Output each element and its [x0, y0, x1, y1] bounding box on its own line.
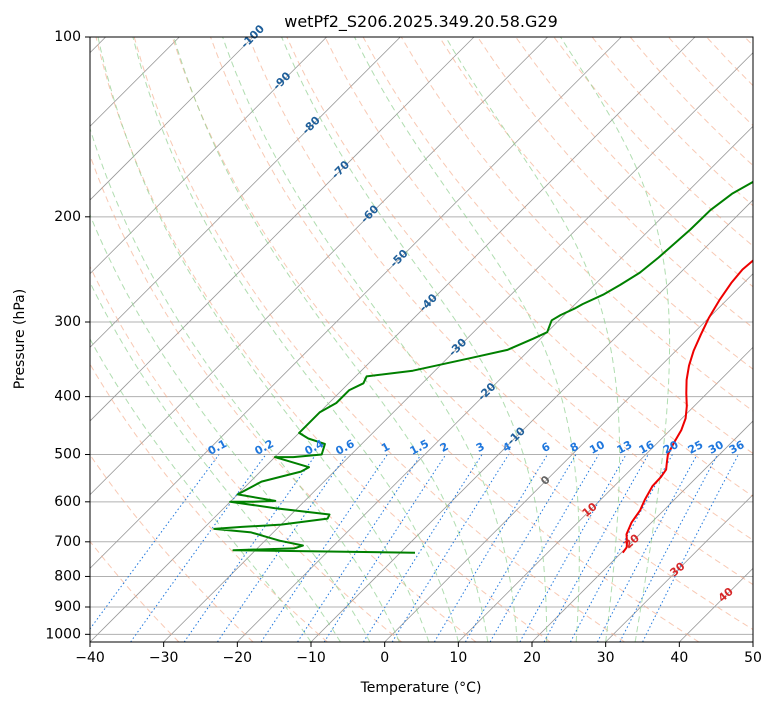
x-tick-label: 20 [523, 650, 541, 666]
moist-adiabat-line [560, 37, 671, 642]
y-tick-label: 100 [54, 29, 81, 45]
dry-adiabat-line [171, 37, 700, 642]
moist-adiabat-line [281, 37, 548, 642]
dewpoint-profile-line [213, 180, 753, 554]
dry-adiabat-line [324, 37, 753, 498]
x-tick-label: −20 [223, 650, 253, 666]
chart-title: wetPf2_S206.2025.349.20.58.G29 [284, 12, 558, 32]
temperature-profile-line [621, 259, 753, 554]
y-tick-label: 500 [54, 447, 81, 463]
isotherm-line [310, 199, 753, 642]
isotherm-line [90, 37, 696, 642]
mixing-ratio-label: 30 [706, 438, 726, 457]
moist-adiabat-line [222, 37, 518, 642]
plot-frame [89, 36, 754, 643]
moist-adiabat-line [354, 37, 580, 642]
y-tick-label: 400 [54, 389, 81, 405]
y-tick-label: 200 [54, 209, 81, 225]
dry-adiabat-line [210, 37, 753, 631]
isotherm-line [90, 37, 475, 422]
isotherm-line [531, 420, 753, 642]
mixing-ratio-line [323, 454, 447, 642]
mixing-ratio-line [433, 454, 548, 642]
mixing-ratio-line [183, 454, 317, 642]
dry-adiabat-line [90, 265, 403, 642]
x-axis-label: Temperature (°C) [360, 680, 482, 696]
y-tick-label: 600 [54, 494, 81, 510]
isotherm-line [163, 52, 753, 642]
y-tick-label: 800 [54, 568, 81, 584]
dry-adiabat-line [133, 37, 625, 642]
isotherm-line [458, 346, 753, 642]
mixing-ratio-line [569, 454, 673, 642]
isotherm-line [90, 37, 548, 496]
isotherm-line [90, 37, 401, 348]
moist-adiabat-line [97, 37, 430, 642]
y-tick-label: 1000 [45, 626, 81, 642]
dry-adiabat-line [477, 37, 753, 329]
mixing-ratio-label: 10 [587, 438, 607, 457]
mixing-ratio-line [489, 454, 600, 642]
mixing-ratio-label: 20 [661, 438, 681, 457]
mixing-ratio-line [260, 454, 388, 642]
mixing-ratio-label: 36 [727, 438, 747, 457]
mixing-ratio-line [130, 454, 267, 642]
mixing-ratio-line [297, 454, 422, 642]
x-tick-label: 30 [597, 650, 615, 666]
series-layer [213, 180, 753, 554]
moist-adiabat-line [132, 37, 459, 642]
moist-adiabat-line [90, 281, 341, 642]
mixing-ratio-label: 13 [615, 438, 635, 457]
mixing-ratio-label: 16 [637, 438, 657, 457]
moist-adiabat-line [90, 338, 312, 642]
dry-adiabat-line [248, 37, 753, 586]
dry-adiabat-line [286, 37, 753, 541]
isotherm-line [237, 125, 753, 642]
isotherm-line [90, 37, 327, 275]
x-tick-label: 0 [380, 650, 389, 666]
dry-adiabat-line [362, 37, 753, 455]
x-tick-label: 10 [449, 650, 467, 666]
isotherm-line [384, 273, 753, 642]
mixing-ratio-line [464, 454, 577, 642]
x-tick-label: 50 [744, 650, 762, 666]
mixing-ratio-line [519, 454, 627, 642]
moist-adiabat-line [90, 126, 400, 642]
mixing-ratio-label: 25 [686, 438, 706, 457]
dry-adiabat-line [90, 453, 254, 642]
isotherm-line [605, 494, 753, 642]
x-tick-label: −40 [75, 650, 105, 666]
isotherm-line [90, 37, 254, 201]
isotherm-line [90, 37, 622, 569]
y-tick-label: 700 [54, 534, 81, 550]
mixing-ratio-line [216, 454, 348, 642]
moist-adiabat-line [445, 37, 621, 642]
grid-layer [90, 37, 753, 642]
dry-adiabat-line [95, 37, 551, 642]
moist-adiabat-line [173, 37, 489, 642]
mixing-ratio-line [90, 454, 220, 630]
y-tick-label: 300 [54, 314, 81, 330]
dry-adiabat-line [400, 37, 753, 412]
dry-adiabat-line [438, 37, 753, 370]
dry-adiabat-line [515, 37, 753, 288]
mixing-ratio-line [596, 454, 698, 642]
x-tick-label: −30 [149, 650, 179, 666]
x-tick-label: −10 [296, 650, 326, 666]
moist-adiabat-line [90, 213, 371, 642]
y-tick-label: 900 [54, 599, 81, 615]
x-tick-label: 40 [670, 650, 688, 666]
y-axis-label: Pressure (hPa) [12, 289, 28, 389]
dry-adiabat-line [90, 363, 328, 642]
